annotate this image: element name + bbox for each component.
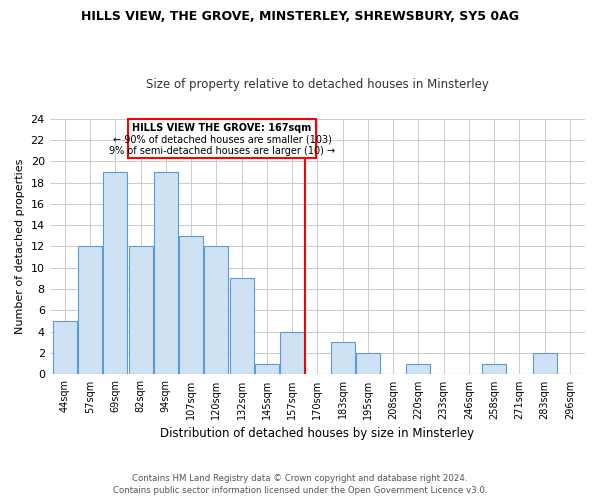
Text: Contains HM Land Registry data © Crown copyright and database right 2024.
Contai: Contains HM Land Registry data © Crown c… xyxy=(113,474,487,495)
Bar xyxy=(230,278,254,374)
Bar xyxy=(205,246,229,374)
X-axis label: Distribution of detached houses by size in Minsterley: Distribution of detached houses by size … xyxy=(160,427,475,440)
Bar xyxy=(482,364,506,374)
Bar xyxy=(103,172,127,374)
Title: Size of property relative to detached houses in Minsterley: Size of property relative to detached ho… xyxy=(146,78,489,91)
Bar xyxy=(128,246,152,374)
Bar xyxy=(533,353,557,374)
Text: HILLS VIEW, THE GROVE, MINSTERLEY, SHREWSBURY, SY5 0AG: HILLS VIEW, THE GROVE, MINSTERLEY, SHREW… xyxy=(81,10,519,23)
Bar xyxy=(255,364,279,374)
Y-axis label: Number of detached properties: Number of detached properties xyxy=(15,159,25,334)
Text: ← 90% of detached houses are smaller (103): ← 90% of detached houses are smaller (10… xyxy=(113,134,331,144)
Bar xyxy=(356,353,380,374)
Bar xyxy=(331,342,355,374)
Bar xyxy=(154,172,178,374)
Bar xyxy=(280,332,304,374)
Bar xyxy=(53,321,77,374)
Text: HILLS VIEW THE GROVE: 167sqm: HILLS VIEW THE GROVE: 167sqm xyxy=(133,123,311,133)
Text: 9% of semi-detached houses are larger (10) →: 9% of semi-detached houses are larger (1… xyxy=(109,146,335,156)
Bar xyxy=(179,236,203,374)
Bar xyxy=(78,246,102,374)
FancyBboxPatch shape xyxy=(128,118,316,158)
Bar xyxy=(406,364,430,374)
